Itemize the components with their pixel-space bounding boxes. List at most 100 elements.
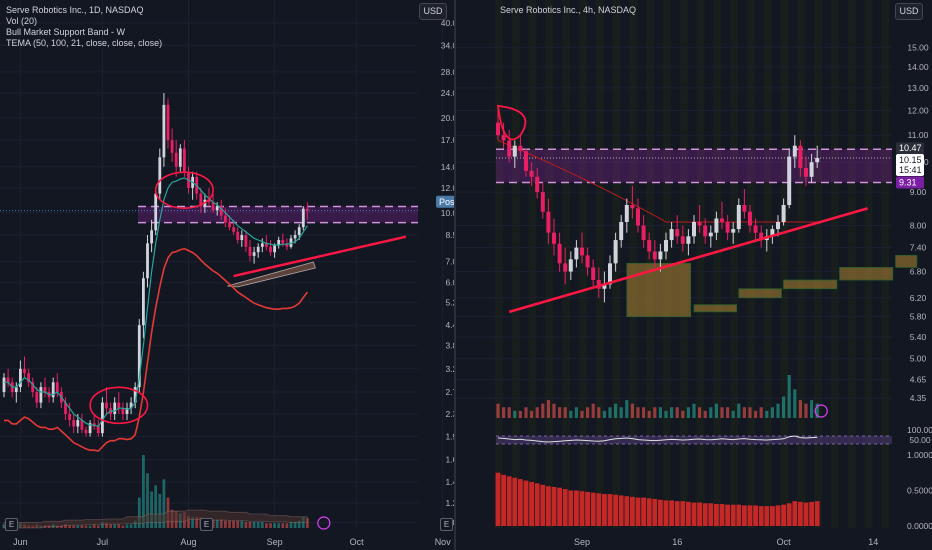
daily-post-label: Post <box>439 197 454 207</box>
volume-bar <box>787 375 791 418</box>
step-band-3 <box>783 279 838 290</box>
y-tick-label: 34.00 <box>441 40 454 50</box>
y-tick-label: 10.00 <box>441 208 454 218</box>
candle-body <box>518 145 523 152</box>
x-tick-label: 14 <box>868 537 878 547</box>
y-tick-label: 2.70 <box>445 387 454 397</box>
daily-chart-canvas[interactable]: 40.00 34.00 28.00 24.00 20.00 17.00 14.00 12.00… <box>0 0 454 550</box>
candle-body <box>150 230 153 244</box>
volume-bar <box>277 523 281 528</box>
daily-symbol-title[interactable]: Serve Robotics Inc., 1D, NASDAQ <box>6 5 144 15</box>
session-stripe <box>747 0 755 528</box>
volume-bar <box>84 525 88 528</box>
candle-body <box>804 167 808 177</box>
earnings-marker-1[interactable]: E <box>5 518 18 531</box>
volume-bar <box>47 525 51 528</box>
candle-body <box>742 204 747 212</box>
session-stripe <box>713 0 722 528</box>
volume-bar <box>72 525 76 528</box>
histogram-bar <box>557 487 562 526</box>
earnings-marker-3[interactable]: E <box>440 518 453 531</box>
volume-bar <box>703 410 707 418</box>
y-tick-label: 5.40 <box>910 332 927 342</box>
y-tick-label: 13.00 <box>907 83 929 93</box>
drawn-trendline[interactable] <box>508 207 868 314</box>
y-tick-label: 3.20 <box>445 364 454 374</box>
volume-bar <box>748 407 752 418</box>
daily-currency-button[interactable]: USD <box>419 3 447 20</box>
volume-bar <box>664 410 668 418</box>
volume-bar <box>195 517 199 528</box>
volume-bar <box>574 407 578 418</box>
histogram-bar <box>663 500 669 526</box>
alert-icon[interactable] <box>814 404 828 418</box>
volume-bar <box>92 524 96 528</box>
volume-bar <box>68 525 71 528</box>
histogram-bar <box>512 477 518 526</box>
volume-bar <box>306 518 309 528</box>
y-tick-label: 6.20 <box>910 293 927 303</box>
volume-bar <box>636 407 640 418</box>
histogram-bar <box>697 502 702 526</box>
volume-bar <box>265 523 268 528</box>
candle-body <box>281 239 285 244</box>
volume-bar <box>742 407 746 418</box>
histogram-bar <box>753 505 758 526</box>
histogram-bar <box>523 480 529 526</box>
volume-bar <box>260 521 264 528</box>
candle-body <box>80 420 84 430</box>
histogram-bar <box>691 502 697 526</box>
candle-body <box>273 245 276 253</box>
volume-bar <box>681 410 685 418</box>
alert-icon[interactable] <box>317 516 331 530</box>
candle-body <box>43 387 47 393</box>
session-stripe <box>595 0 604 528</box>
histogram-bar <box>680 501 686 526</box>
four-hour-symbol-title[interactable]: Serve Robotics Inc., 4h, NASDAQ <box>500 5 637 15</box>
volume-bar <box>113 524 117 528</box>
volume-bar <box>187 515 190 528</box>
y-tick-label: 14.00 <box>907 62 929 72</box>
candle-body <box>669 229 674 241</box>
volume-bar <box>55 525 59 528</box>
step-band-4 <box>839 267 894 281</box>
volume-bar <box>759 407 763 418</box>
volume-bar <box>686 407 690 418</box>
drawn-ellipse-2[interactable] <box>154 171 214 209</box>
histogram-bar <box>551 486 557 526</box>
volume-bar <box>133 520 137 528</box>
candle-body <box>585 255 590 268</box>
four-hour-chart-pane[interactable]: 100.00 50.00 1.0000 0.5000 0.0000 15.00 14.00 1… <box>456 0 932 550</box>
drawn-ellipse[interactable] <box>496 104 527 141</box>
candle-body <box>748 211 752 226</box>
x-tick-label: Jun <box>13 537 28 547</box>
candle-body <box>72 420 76 427</box>
candle-body <box>269 246 272 253</box>
volume-bar <box>281 523 285 528</box>
y-tick-label: 4.40 <box>445 320 454 330</box>
support-band-indicator-label[interactable]: Bull Market Support Band - W <box>6 27 126 37</box>
four-hour-currency-button[interactable]: USD <box>895 3 923 20</box>
earnings-marker-2[interactable]: E <box>200 518 213 531</box>
candle-body <box>162 104 166 158</box>
drawn-trendline[interactable] <box>233 235 407 278</box>
tema-indicator-label[interactable]: TEMA (50, 100, 21, close, close, close) <box>6 38 163 48</box>
session-stripe <box>545 0 554 528</box>
histogram-tick-label: 0.0000 <box>907 521 932 531</box>
volume-indicator-label[interactable]: Vol (20) <box>6 16 38 26</box>
volume-bar <box>770 407 774 418</box>
volume-bar <box>117 524 121 528</box>
volume-bar <box>60 525 63 528</box>
histogram-bar <box>546 486 551 526</box>
pane-divider[interactable] <box>454 0 456 550</box>
histogram-bar <box>708 503 714 526</box>
candle-body <box>88 423 92 434</box>
histogram-bar <box>574 490 579 526</box>
x-tick-label: Sep <box>574 537 590 547</box>
x-tick-label: Oct <box>777 537 792 547</box>
candle-body <box>154 193 158 231</box>
volume-bar <box>658 407 662 418</box>
daily-chart-pane[interactable]: 40.00 34.00 28.00 24.00 20.00 17.00 14.00 12.00… <box>0 0 454 550</box>
drawn-ellipse-1[interactable] <box>89 386 149 425</box>
